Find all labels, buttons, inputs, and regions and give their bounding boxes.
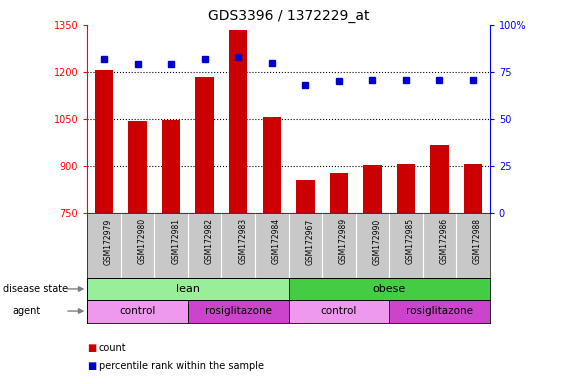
Text: control: control <box>321 306 357 316</box>
Bar <box>430 145 449 213</box>
Text: obese: obese <box>373 284 406 294</box>
Text: GSM172981: GSM172981 <box>171 218 180 264</box>
Text: GSM172984: GSM172984 <box>272 218 281 265</box>
Bar <box>87 278 289 300</box>
Text: lean: lean <box>176 284 200 294</box>
Text: GSM172979: GSM172979 <box>104 218 113 265</box>
Bar <box>195 77 214 213</box>
Text: GSM172982: GSM172982 <box>205 218 214 264</box>
Bar <box>397 164 415 213</box>
Bar <box>87 300 188 323</box>
Title: GDS3396 / 1372229_at: GDS3396 / 1372229_at <box>208 8 369 23</box>
Text: agent: agent <box>12 306 41 316</box>
Bar <box>389 300 490 323</box>
Text: GSM172983: GSM172983 <box>238 218 247 265</box>
Bar <box>363 164 382 213</box>
Text: GSM172986: GSM172986 <box>440 218 449 265</box>
Bar <box>296 180 315 213</box>
Bar <box>289 300 389 323</box>
Text: GSM172985: GSM172985 <box>406 218 415 265</box>
Text: GSM172990: GSM172990 <box>372 218 381 265</box>
Bar <box>188 300 289 323</box>
Bar <box>262 116 281 213</box>
Text: GSM172967: GSM172967 <box>305 218 314 265</box>
Bar <box>289 278 490 300</box>
Text: rosiglitazone: rosiglitazone <box>406 306 473 316</box>
Text: ■: ■ <box>87 343 96 353</box>
Text: control: control <box>119 306 156 316</box>
Text: disease state: disease state <box>3 284 68 294</box>
Text: GSM172988: GSM172988 <box>473 218 482 264</box>
Text: percentile rank within the sample: percentile rank within the sample <box>99 361 263 371</box>
Text: rosiglitazone: rosiglitazone <box>205 306 272 316</box>
Text: count: count <box>99 343 126 353</box>
Bar <box>162 120 180 213</box>
Bar <box>464 164 482 213</box>
Bar <box>229 30 248 213</box>
Bar <box>329 173 348 213</box>
Text: GSM172989: GSM172989 <box>339 218 348 265</box>
Bar <box>128 121 147 213</box>
Bar <box>95 70 113 213</box>
Text: ■: ■ <box>87 361 96 371</box>
Text: GSM172980: GSM172980 <box>137 218 146 265</box>
